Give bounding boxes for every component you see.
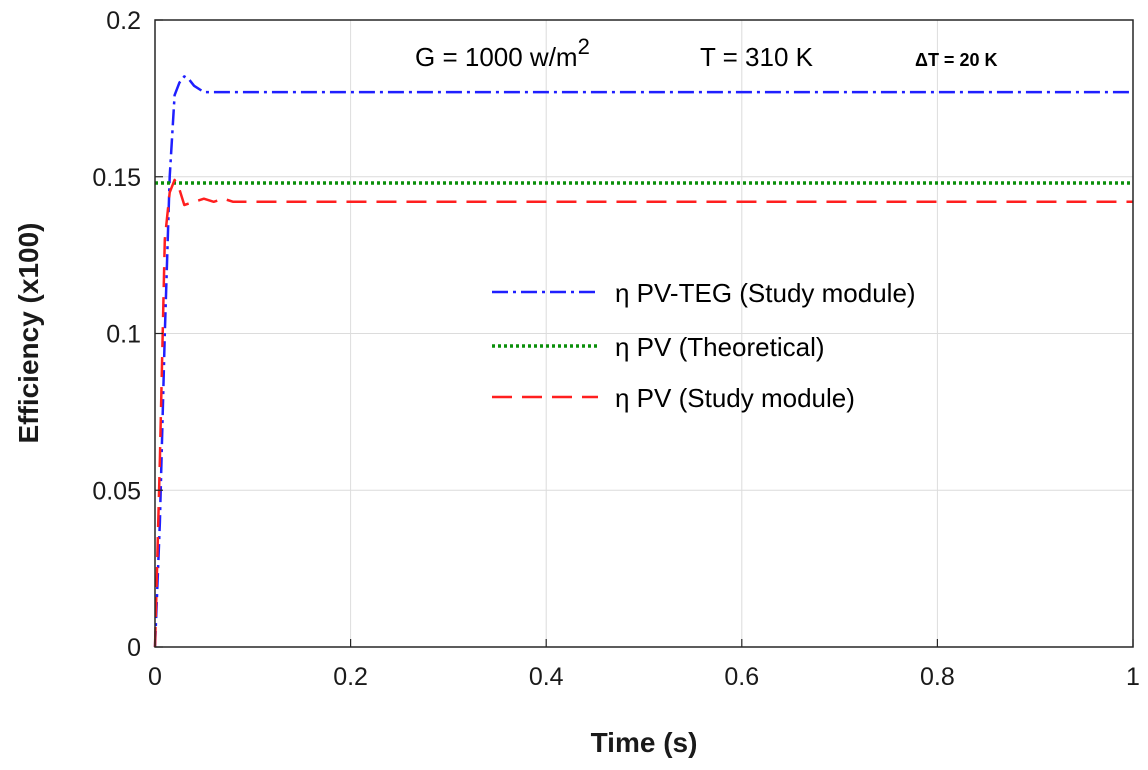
legend: η PV-TEG (Study module) η PV (Theoretica… [492, 278, 916, 413]
y-axis-title: Efficiency (x100) [13, 223, 44, 444]
legend-label-pv-teg: η PV-TEG (Study module) [615, 278, 916, 308]
temperature-annotation: T = 310 K [700, 42, 814, 72]
x-tick-label: 0 [148, 663, 162, 691]
series-layer [153, 75, 1133, 648]
x-tick-label: 0.4 [529, 663, 564, 691]
x-tick-label: 0.2 [333, 663, 368, 691]
legend-label-pv-study: η PV (Study module) [615, 383, 855, 413]
y-tick-label: 0.15 [92, 164, 141, 192]
x-tick-label: 0.8 [920, 663, 955, 691]
series-line-pv-teg [153, 75, 1133, 648]
y-tick-label: 0.05 [92, 477, 141, 505]
y-tick-label: 0 [127, 634, 141, 662]
delta-t-annotation: ΔT = 20 K [915, 50, 997, 70]
x-tick-label: 0.6 [724, 663, 759, 691]
x-axis-title: Time (s) [591, 727, 698, 758]
x-tick-label: 1 [1126, 663, 1140, 691]
condition-annotation: G = 1000 w/m2 T = 310 K ΔT = 20 K [415, 34, 997, 72]
y-tick-label: 0.2 [106, 7, 141, 35]
tick-labels: 0 0.2 0.4 0.6 0.8 1 0 0.05 0.1 0.15 0.2 [92, 7, 1140, 691]
irradiance-text: G = 1000 w/m [415, 42, 578, 72]
y-tick-label: 0.1 [106, 321, 141, 349]
grid [155, 20, 1133, 647]
series-line-pv-study [153, 178, 1133, 648]
irradiance-superscript: 2 [578, 34, 590, 59]
irradiance-annotation: G = 1000 w/m2 [415, 34, 590, 72]
legend-label-pv-theoretical: η PV (Theoretical) [615, 332, 825, 362]
